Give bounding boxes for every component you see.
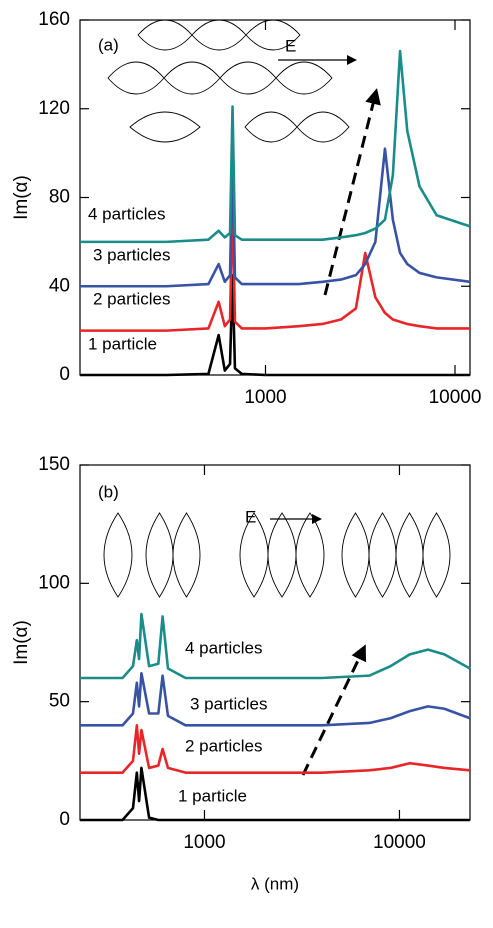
- plot-frame: [79, 19, 471, 376]
- particle: [191, 19, 247, 51]
- particle: [145, 512, 174, 598]
- y-tick-label: 160: [38, 9, 70, 30]
- x-tick-label: 1000: [183, 832, 225, 853]
- series-line: [80, 49, 471, 244]
- series-label: 1 particle: [88, 334, 157, 353]
- y-axis-label: Im(α): [11, 620, 32, 665]
- particle: [219, 61, 277, 95]
- series-line: [80, 147, 471, 288]
- y-tick-label: 0: [59, 364, 70, 385]
- particle: [163, 61, 221, 95]
- x-tick-label: 10000: [373, 832, 426, 853]
- particle: [239, 512, 269, 598]
- particle: [341, 512, 370, 598]
- particle: [275, 61, 333, 95]
- annotation: (a): [98, 35, 119, 54]
- series-line: [80, 273, 470, 377]
- y-tick-label: 150: [38, 454, 70, 475]
- particle: [295, 512, 325, 598]
- particle: [422, 512, 451, 598]
- particle: [107, 61, 165, 95]
- y-tick-label: 100: [38, 572, 70, 593]
- annotation: (b): [98, 482, 119, 501]
- series-line: [80, 612, 471, 680]
- plot-frame: [79, 464, 471, 821]
- particle: [172, 512, 201, 598]
- dashed-arrow: [323, 88, 381, 296]
- particle: [395, 512, 424, 598]
- particle: [129, 111, 201, 143]
- particle: [296, 111, 350, 143]
- decorations: [103, 19, 451, 776]
- particle: [244, 111, 298, 143]
- x-tick-label: 10000: [429, 387, 482, 408]
- particle: [137, 19, 193, 51]
- x-tick-label: 1000: [244, 387, 286, 408]
- dashed-arrow: [301, 644, 367, 776]
- series-line: [80, 196, 470, 332]
- series-label: 4 particles: [88, 204, 165, 223]
- particle: [103, 512, 133, 598]
- y-tick-label: 120: [38, 98, 70, 119]
- series-label: 1 particle: [178, 786, 247, 805]
- y-tick-label: 80: [49, 187, 70, 208]
- series-label: 3 particles: [93, 245, 170, 264]
- series-label: 4 particles: [185, 638, 262, 657]
- particle: [267, 512, 297, 598]
- series-label: 2 particles: [93, 289, 170, 308]
- particle: [245, 19, 301, 51]
- y-tick-label: 0: [59, 809, 70, 830]
- y-tick-label: 50: [49, 691, 70, 712]
- series-label: 2 particles: [185, 736, 262, 755]
- series-label: 3 particles: [190, 694, 267, 713]
- x-axis-label: λ (nm): [251, 874, 299, 893]
- particle: [368, 512, 397, 598]
- y-tick-label: 40: [49, 275, 70, 296]
- y-axis-label: Im(α): [11, 175, 32, 220]
- annotation: E: [285, 36, 296, 55]
- series-line: [80, 724, 471, 774]
- series-line: [80, 766, 470, 822]
- series-line: [80, 671, 471, 727]
- annotation: E: [245, 507, 256, 526]
